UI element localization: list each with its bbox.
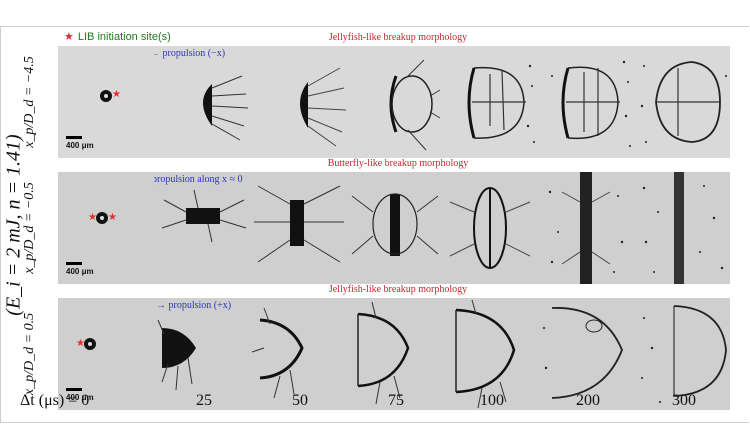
frame-t100 xyxy=(442,46,538,158)
frame-t25: ← propulsion (−x) xyxy=(154,46,250,158)
star-icon: ★ xyxy=(88,212,97,223)
scale-bar: 400 μm xyxy=(66,388,94,402)
row-butterfly: x_p/D_d = −0.5 Butterfly-like breakup mo… xyxy=(22,158,738,284)
breakup-image xyxy=(351,193,439,256)
row-label: x_p/D_d = −0.5 xyxy=(22,182,37,274)
breakup-image xyxy=(642,172,724,284)
breakup-image xyxy=(548,172,624,284)
time-axis-label: Δt (μs) = 0 xyxy=(20,392,90,409)
breakup-image xyxy=(641,305,727,403)
time-label-75: 75 xyxy=(388,392,404,409)
frame-t0: ★ 400 μm xyxy=(58,46,154,158)
frame-t25: propulsion along x ≈ 0 xyxy=(154,172,250,284)
frame-t75 xyxy=(346,172,442,284)
frame-t75 xyxy=(346,298,442,410)
legend: ★ LIB initiation site(s) xyxy=(64,30,171,43)
frame-t0: ★ 400 μm xyxy=(58,298,154,410)
frame-t300 xyxy=(634,172,730,284)
frame-t75 xyxy=(346,46,442,158)
frame-t200 xyxy=(538,172,634,284)
star-icon: ★ xyxy=(112,89,121,100)
frame-t0: ★ ★ 400 μm xyxy=(58,172,154,284)
droplet xyxy=(84,338,96,350)
figure-frame xyxy=(0,26,749,423)
breakup-image xyxy=(543,307,623,405)
frame-t100 xyxy=(442,298,538,410)
breakup-image xyxy=(551,60,631,147)
frame-t25: → propulsion (+x) xyxy=(154,298,250,410)
star-icon: ★ xyxy=(108,212,117,223)
frame-t50 xyxy=(250,172,346,284)
star-icon: ★ xyxy=(64,31,74,43)
row-label: x_p/D_d = 0.5 xyxy=(22,312,37,396)
breakup-image xyxy=(467,64,535,143)
breakup-image xyxy=(161,189,247,243)
scale-bar: 400 μm xyxy=(66,136,94,150)
breakup-image xyxy=(455,299,516,409)
row-label: x_p/D_d = −4.5 xyxy=(22,56,37,148)
breakup-image xyxy=(449,187,531,269)
breakup-image xyxy=(640,61,727,143)
propulsion-annotation: ← propulsion (−x) xyxy=(154,48,226,59)
breakup-image xyxy=(357,301,410,405)
frame-t50 xyxy=(250,298,346,410)
star-icon: ★ xyxy=(76,338,85,349)
breakup-image xyxy=(203,75,249,141)
scale-bar: 400 μm xyxy=(66,262,94,276)
droplet xyxy=(100,90,112,102)
breakup-image xyxy=(157,319,196,391)
propulsion-annotation: → propulsion (+x) xyxy=(156,300,232,311)
frame-t300 xyxy=(634,46,730,158)
row-jellyfish-negative: x_p/D_d = −4.5 Jellyfish-like breakup mo… xyxy=(22,32,738,158)
row-title: Jellyfish-like breakup morphology xyxy=(328,32,468,43)
propulsion-annotation: propulsion along x ≈ 0 xyxy=(154,174,243,185)
time-label-200: 200 xyxy=(576,392,600,409)
breakup-image xyxy=(254,185,344,263)
frame-t50 xyxy=(250,46,346,158)
legend-text: LIB initiation site(s) xyxy=(77,31,171,43)
time-label-50: 50 xyxy=(292,392,308,409)
breakup-image xyxy=(300,67,346,147)
row-title: Butterfly-like breakup morphology xyxy=(327,158,469,169)
frame-t200 xyxy=(538,46,634,158)
row-title: Jellyfish-like breakup morphology xyxy=(328,284,468,295)
breakup-image xyxy=(251,307,304,399)
breakup-image xyxy=(389,59,441,151)
droplet xyxy=(96,212,108,224)
time-label-100: 100 xyxy=(480,392,504,409)
time-label-25: 25 xyxy=(196,392,212,409)
frame-t100 xyxy=(442,172,538,284)
row-jellyfish-positive: x_p/D_d = 0.5 Jellyfish-like breakup mor… xyxy=(22,284,738,410)
frame-t200 xyxy=(538,298,634,410)
time-label-300: 300 xyxy=(672,392,696,409)
frame-t300 xyxy=(634,298,730,410)
